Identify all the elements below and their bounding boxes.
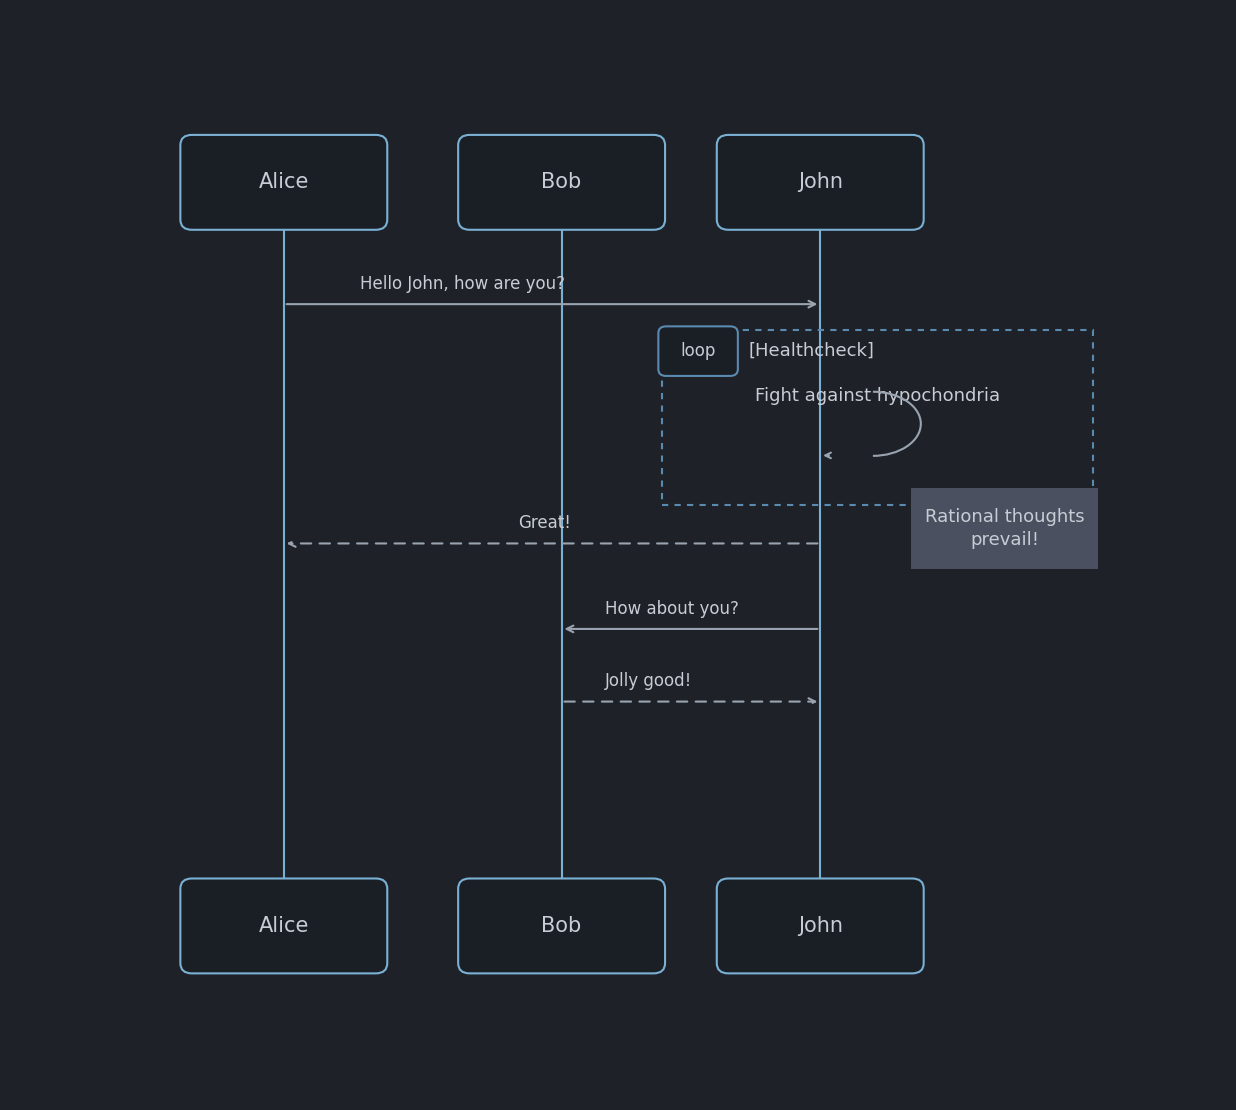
Text: Hello John, how are you?: Hello John, how are you?: [361, 275, 565, 293]
FancyBboxPatch shape: [180, 878, 387, 973]
FancyBboxPatch shape: [717, 878, 923, 973]
Text: loop: loop: [681, 342, 716, 360]
Text: Alice: Alice: [258, 916, 309, 936]
Text: Alice: Alice: [258, 172, 309, 192]
FancyBboxPatch shape: [459, 878, 665, 973]
Bar: [911, 488, 1098, 569]
FancyBboxPatch shape: [717, 135, 923, 230]
Text: John: John: [797, 172, 843, 192]
Text: Bob: Bob: [541, 172, 582, 192]
FancyBboxPatch shape: [659, 326, 738, 376]
Text: [Healthcheck]: [Healthcheck]: [749, 342, 874, 360]
Text: Rational thoughts
prevail!: Rational thoughts prevail!: [925, 507, 1084, 549]
Text: How about you?: How about you?: [604, 599, 739, 618]
Text: Great!: Great!: [519, 514, 571, 533]
Text: Bob: Bob: [541, 916, 582, 936]
Text: Jolly good!: Jolly good!: [604, 673, 692, 690]
FancyBboxPatch shape: [180, 135, 387, 230]
Text: Fight against hypochondria: Fight against hypochondria: [755, 387, 1000, 405]
Bar: [662, 330, 1094, 505]
FancyBboxPatch shape: [459, 135, 665, 230]
Text: John: John: [797, 916, 843, 936]
